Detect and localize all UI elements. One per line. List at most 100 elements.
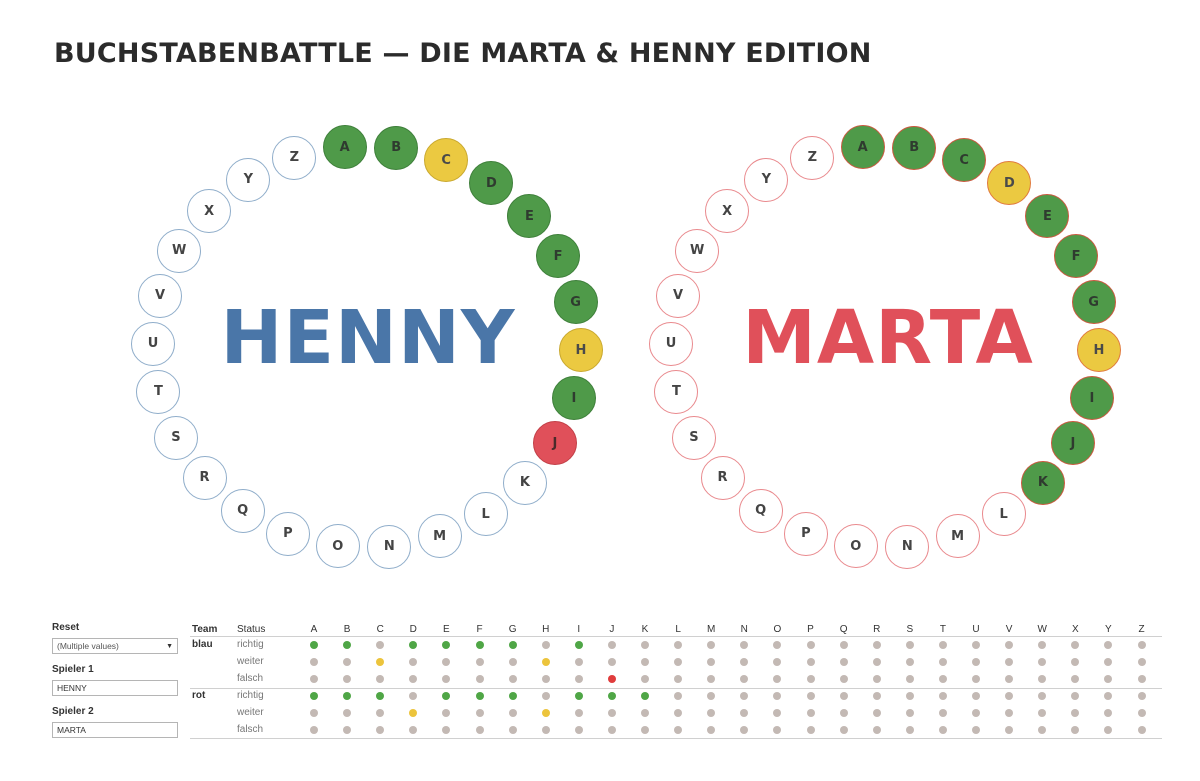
status-dot-rot-weiter-c[interactable] [376, 709, 385, 717]
status-dot-rot-richtig-h[interactable] [541, 692, 550, 700]
letter-bubble-f[interactable]: F [536, 234, 581, 279]
status-dot-rot-richtig-c[interactable] [376, 692, 385, 700]
status-dot-rot-falsch-w[interactable] [1038, 726, 1047, 734]
letter-bubble-l[interactable]: L [463, 492, 508, 537]
status-dot-rot-weiter-o[interactable] [773, 709, 782, 717]
status-dot-rot-weiter-b[interactable] [343, 709, 352, 717]
status-dot-blau-weiter-v[interactable] [1005, 658, 1014, 666]
spieler1-input[interactable]: HENNY [52, 680, 178, 696]
letter-bubble-u[interactable]: U [649, 321, 694, 366]
letter-bubble-l[interactable]: L [981, 492, 1026, 537]
status-dot-blau-richtig-k[interactable] [641, 641, 649, 649]
status-dot-blau-weiter-l[interactable] [674, 658, 683, 666]
letter-bubble-c[interactable]: C [424, 138, 469, 183]
status-dot-rot-richtig-v[interactable] [1005, 692, 1014, 700]
status-dot-blau-weiter-a[interactable] [310, 658, 318, 666]
letter-bubble-i[interactable]: I [1069, 376, 1114, 421]
status-dot-blau-weiter-p[interactable] [806, 658, 815, 666]
status-dot-rot-weiter-i[interactable] [574, 709, 583, 717]
status-dot-blau-falsch-x[interactable] [1071, 675, 1080, 683]
letter-bubble-a[interactable]: A [840, 125, 885, 170]
status-dot-blau-richtig-s[interactable] [905, 641, 914, 649]
letter-bubble-b[interactable]: B [892, 125, 937, 170]
status-dot-blau-falsch-q[interactable] [839, 675, 848, 683]
status-dot-rot-weiter-u[interactable] [972, 709, 980, 717]
letter-bubble-g[interactable]: G [1071, 280, 1116, 325]
reset-dropdown[interactable]: (Multiple values) ▼ [52, 638, 178, 654]
status-dot-blau-richtig-d[interactable] [409, 641, 418, 649]
letter-bubble-n[interactable]: N [367, 524, 412, 569]
status-dot-blau-richtig-n[interactable] [740, 641, 749, 649]
status-dot-blau-weiter-w[interactable] [1038, 658, 1047, 666]
status-dot-rot-falsch-y[interactable] [1104, 726, 1113, 734]
letter-bubble-e[interactable]: E [507, 194, 552, 239]
letter-bubble-x[interactable]: X [187, 189, 232, 234]
status-dot-blau-weiter-z[interactable] [1137, 658, 1146, 666]
status-dot-blau-weiter-t[interactable] [938, 658, 947, 666]
status-dot-rot-falsch-k[interactable] [641, 726, 649, 734]
status-dot-rot-falsch-p[interactable] [806, 726, 815, 734]
status-dot-blau-weiter-s[interactable] [905, 658, 914, 666]
status-dot-blau-weiter-c[interactable] [376, 658, 385, 666]
status-dot-rot-falsch-q[interactable] [839, 726, 848, 734]
status-dot-blau-falsch-n[interactable] [740, 675, 749, 683]
status-dot-rot-weiter-l[interactable] [674, 709, 683, 717]
status-dot-blau-weiter-o[interactable] [773, 658, 782, 666]
letter-bubble-h[interactable]: H [558, 328, 603, 373]
status-dot-blau-falsch-t[interactable] [938, 675, 947, 683]
spieler2-input[interactable]: MARTA [52, 722, 178, 738]
letter-bubble-m[interactable]: M [935, 514, 980, 559]
letter-bubble-p[interactable]: P [783, 511, 828, 556]
letter-bubble-i[interactable]: I [551, 376, 596, 421]
status-dot-blau-falsch-s[interactable] [905, 675, 914, 683]
status-dot-blau-falsch-y[interactable] [1104, 675, 1113, 683]
status-dot-blau-weiter-k[interactable] [641, 658, 649, 666]
status-dot-blau-weiter-m[interactable] [707, 658, 716, 666]
status-dot-blau-falsch-k[interactable] [641, 675, 649, 683]
status-dot-rot-falsch-g[interactable] [508, 726, 517, 734]
status-dot-blau-falsch-a[interactable] [310, 675, 318, 683]
status-dot-rot-richtig-o[interactable] [773, 692, 782, 700]
status-dot-rot-richtig-m[interactable] [707, 692, 716, 700]
status-dot-rot-richtig-z[interactable] [1137, 692, 1146, 700]
status-dot-blau-weiter-g[interactable] [508, 658, 517, 666]
status-dot-rot-richtig-r[interactable] [872, 692, 881, 700]
letter-bubble-h[interactable]: H [1076, 328, 1121, 373]
status-dot-rot-richtig-t[interactable] [938, 692, 947, 700]
status-dot-blau-richtig-w[interactable] [1038, 641, 1047, 649]
status-dot-rot-weiter-t[interactable] [938, 709, 947, 717]
status-dot-blau-weiter-y[interactable] [1104, 658, 1113, 666]
status-dot-blau-falsch-f[interactable] [475, 675, 484, 683]
status-dot-blau-richtig-f[interactable] [475, 641, 484, 649]
letter-bubble-d[interactable]: D [469, 161, 514, 206]
status-dot-rot-weiter-h[interactable] [541, 709, 550, 717]
status-dot-rot-weiter-a[interactable] [310, 709, 318, 717]
status-dot-blau-richtig-r[interactable] [872, 641, 881, 649]
letter-bubble-g[interactable]: G [553, 280, 598, 325]
chevron-down-icon[interactable]: ▼ [166, 643, 173, 650]
status-dot-blau-richtig-t[interactable] [938, 641, 947, 649]
status-dot-blau-richtig-m[interactable] [707, 641, 716, 649]
status-dot-blau-richtig-e[interactable] [442, 641, 451, 649]
status-dot-rot-richtig-k[interactable] [641, 692, 649, 700]
status-dot-rot-richtig-a[interactable] [310, 692, 318, 700]
status-dot-blau-richtig-l[interactable] [674, 641, 683, 649]
letter-bubble-e[interactable]: E [1025, 194, 1070, 239]
letter-bubble-a[interactable]: A [322, 125, 367, 170]
status-dot-blau-falsch-h[interactable] [541, 675, 550, 683]
status-dot-rot-falsch-f[interactable] [475, 726, 484, 734]
status-dot-blau-weiter-e[interactable] [442, 658, 451, 666]
letter-bubble-r[interactable]: R [182, 455, 227, 500]
status-dot-blau-falsch-m[interactable] [707, 675, 716, 683]
status-dot-blau-weiter-d[interactable] [409, 658, 418, 666]
letter-bubble-t[interactable]: T [136, 369, 181, 414]
status-dot-rot-falsch-j[interactable] [607, 726, 616, 734]
letter-bubble-p[interactable]: P [265, 511, 310, 556]
status-dot-rot-falsch-i[interactable] [574, 726, 583, 734]
letter-bubble-m[interactable]: M [417, 514, 462, 559]
status-dot-rot-weiter-r[interactable] [872, 709, 881, 717]
letter-bubble-z[interactable]: Z [272, 135, 317, 180]
status-dot-rot-weiter-v[interactable] [1005, 709, 1014, 717]
letter-bubble-y[interactable]: Y [744, 157, 789, 202]
status-dot-blau-richtig-v[interactable] [1005, 641, 1014, 649]
